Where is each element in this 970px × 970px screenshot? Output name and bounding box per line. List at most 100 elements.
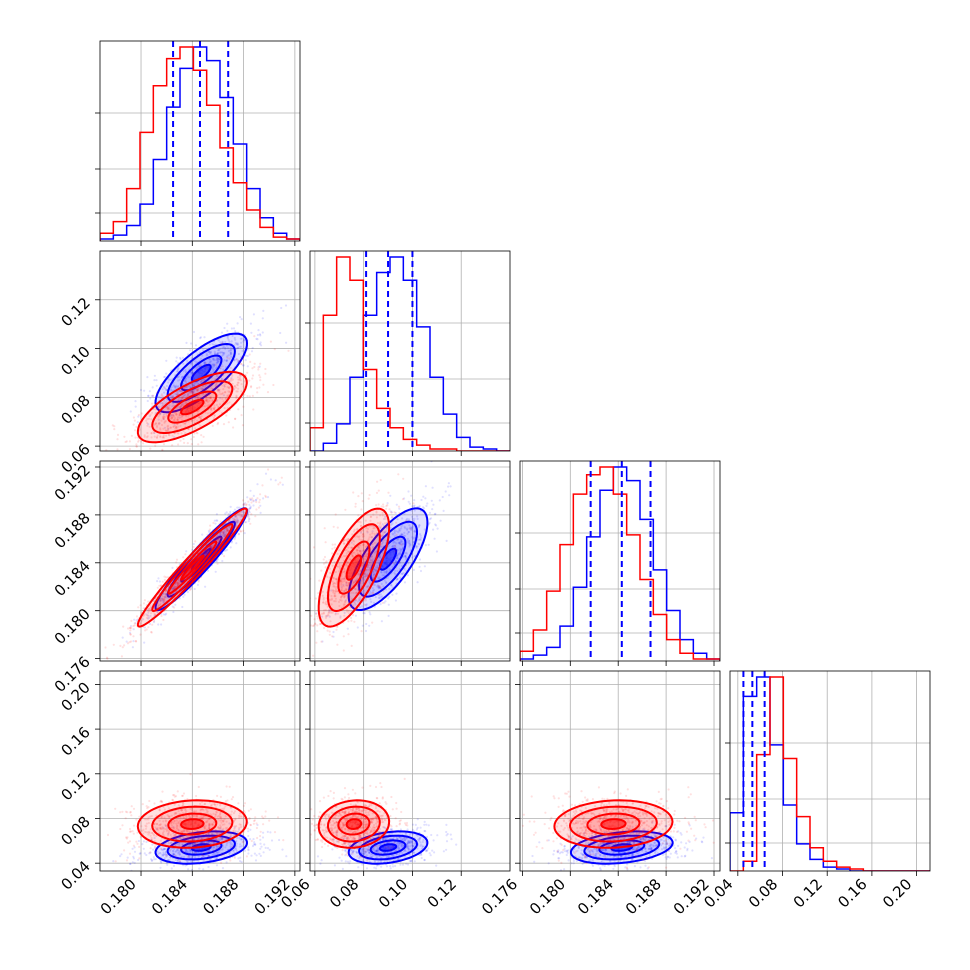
sample-point [216,519,219,522]
sample-point [377,596,380,599]
sample-point [216,538,219,541]
sample-point [258,365,261,368]
sample-point [362,557,365,560]
sample-point [373,532,376,536]
sample-point [248,507,251,510]
sample-point [385,570,388,573]
sample-point [381,523,384,526]
sample-point [243,849,247,852]
sample-point [301,355,303,357]
sample-point [338,604,341,608]
sample-point [236,390,239,393]
sample-point [411,517,414,521]
sample-point [340,589,343,592]
sample-point [169,594,172,597]
sample-point [201,387,204,390]
sample-point [193,581,196,584]
sample-point [395,530,398,533]
sample-point [223,359,226,362]
sample-point [229,390,232,393]
sample-point [368,525,371,528]
sample-point [226,529,229,532]
sample-point [207,841,210,844]
sample-point [217,361,220,364]
sample-point [229,510,232,514]
sample-point [232,849,235,853]
sample-point [190,362,193,365]
sample-point [154,858,157,861]
sample-point [164,850,168,854]
sample-point [358,549,361,552]
sample-point [171,444,174,447]
sample-point [447,485,450,488]
sample-point [172,425,175,429]
axes-frame [99,250,301,452]
sample-point [216,423,219,426]
sample-point [165,389,168,392]
sample-point [226,548,229,551]
sample-point [403,581,407,584]
sample-point [140,619,143,622]
sample-point [413,509,416,512]
sample-point [123,435,126,438]
sample-point [357,582,361,585]
sample-point [354,587,357,591]
sample-point [387,491,390,494]
sample-point [340,585,343,588]
sample-point [135,615,139,618]
sample-point [229,352,232,355]
sample-point [232,368,235,371]
sample-point [354,502,357,505]
sample-point [176,370,179,373]
sample-point [259,511,262,514]
sample-point [139,633,142,636]
sample-point [237,381,240,384]
sample-point [366,585,369,589]
sample-point [206,858,209,861]
sample-point [232,327,236,330]
sample-point [396,549,399,552]
sample-point [391,522,394,525]
sample-point [370,600,373,604]
sample-point [127,627,130,630]
sample-point [361,561,364,564]
sample-point [350,585,353,588]
sample-point [240,318,243,321]
sample-point [430,517,433,520]
sample-point [245,521,248,524]
sample-point [378,579,381,582]
sample-point [376,566,379,569]
sample-point [209,397,212,400]
sample-point [161,848,164,852]
sample-point [105,656,109,659]
sample-point [160,848,163,851]
sample-point [212,846,215,849]
sample-point [147,617,150,620]
sample-point [217,539,220,542]
sample-point [216,845,219,848]
sample-point [340,587,343,590]
sample-point [229,346,232,349]
sample-point [186,359,189,363]
sample-point [193,384,196,387]
sample-point [395,538,399,541]
sample-point [383,601,386,604]
sample-point [353,601,356,605]
sample-point [135,640,138,643]
panel-2-2 [515,460,721,666]
sample-point [172,853,175,856]
sample-point [183,441,186,444]
sample-point [173,423,176,426]
sample-point [235,847,238,850]
sample-point [344,588,347,591]
sample-point [161,580,164,583]
sample-point [212,368,215,371]
sample-point [199,337,202,340]
sample-point [178,389,181,393]
sample-point [391,532,394,535]
sample-point [219,532,222,535]
sample-point [204,411,207,414]
sample-point [189,363,193,366]
sample-point [331,611,334,614]
